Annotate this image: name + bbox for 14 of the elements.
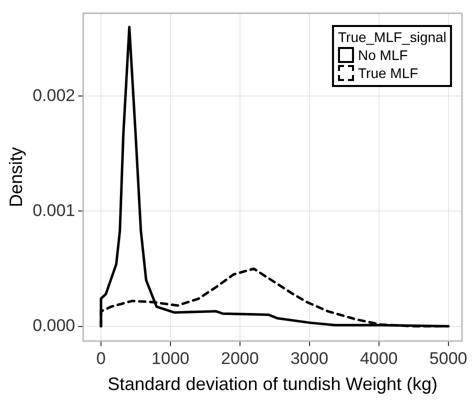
x-tick-label: 4000: [360, 348, 398, 368]
x-axis-title: Standard deviation of tundish Weight (kg): [108, 374, 438, 394]
x-tick-label: 3000: [290, 348, 328, 368]
x-tick-label: 1000: [152, 348, 190, 368]
x-tick-label: 2000: [221, 348, 259, 368]
legend-label: True MLF: [358, 65, 418, 82]
y-tick-label: 0.002: [32, 86, 76, 105]
legend-label: No MLF: [358, 47, 408, 64]
y-axis-title: Density: [6, 147, 26, 208]
y-tick-label: 0.001: [32, 200, 76, 220]
x-tick-label: 0: [96, 348, 106, 368]
y-tick-label: 0.000: [32, 316, 76, 335]
legend-title: True_MLF_signal: [338, 29, 446, 46]
x-tick-label: 5000: [429, 348, 468, 368]
